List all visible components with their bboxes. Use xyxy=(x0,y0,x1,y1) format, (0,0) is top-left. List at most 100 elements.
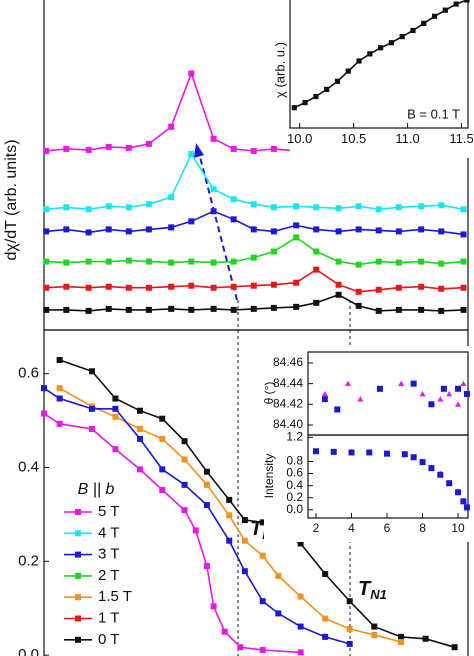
y-axis-label: θ (°) xyxy=(262,382,276,405)
y-axis-label: Intensity xyxy=(262,454,276,499)
data-point xyxy=(159,487,166,494)
data-point xyxy=(125,284,132,291)
data-point xyxy=(376,385,383,392)
data-point xyxy=(410,454,417,461)
data-point xyxy=(357,396,364,402)
data-point xyxy=(226,496,233,503)
data-point xyxy=(259,598,266,605)
legend-marker xyxy=(75,615,81,622)
data-point xyxy=(125,204,132,211)
data-point xyxy=(230,196,237,203)
data-point xyxy=(112,405,119,412)
data-point xyxy=(355,288,362,295)
data-point xyxy=(145,140,152,147)
arrow-head xyxy=(194,143,204,158)
data-point xyxy=(312,448,319,455)
data-point xyxy=(455,489,462,496)
data-point xyxy=(438,260,445,267)
data-point xyxy=(168,224,175,231)
data-point xyxy=(438,307,445,314)
data-point xyxy=(85,284,92,291)
data-point xyxy=(85,229,92,236)
data-point xyxy=(418,226,425,233)
inset-background xyxy=(264,346,470,542)
data-point xyxy=(105,226,112,233)
data-point xyxy=(188,218,195,225)
data-point xyxy=(321,396,328,403)
data-point xyxy=(105,283,112,290)
data-point xyxy=(375,206,382,213)
data-point xyxy=(145,284,152,291)
series-line xyxy=(59,359,455,648)
data-point xyxy=(438,285,445,292)
data-point xyxy=(63,259,70,266)
data-point xyxy=(230,145,237,152)
x-tick-label: 6 xyxy=(384,521,391,535)
data-point xyxy=(43,147,50,154)
data-point xyxy=(460,284,467,291)
data-point xyxy=(270,281,277,288)
data-point xyxy=(453,1,459,7)
data-point xyxy=(371,623,378,630)
data-point xyxy=(446,390,453,397)
data-point xyxy=(438,228,445,235)
data-point xyxy=(334,406,341,413)
x-tick-label: 11.0 xyxy=(395,131,419,146)
data-point xyxy=(203,481,210,488)
data-point xyxy=(188,70,195,77)
data-point xyxy=(451,644,458,651)
data-point xyxy=(250,282,257,289)
data-point xyxy=(41,410,47,417)
data-point xyxy=(335,228,342,235)
data-point xyxy=(145,306,152,313)
data-point xyxy=(270,304,277,311)
data-point xyxy=(125,257,132,264)
data-point xyxy=(334,78,341,84)
data-point xyxy=(210,603,217,610)
data-point xyxy=(85,258,92,265)
legend-label: 2 T xyxy=(98,567,119,584)
data-point xyxy=(355,261,362,268)
legend-marker xyxy=(75,509,81,515)
data-point xyxy=(159,466,166,473)
data-point xyxy=(388,40,395,46)
y-tick-label: 0.6 xyxy=(286,466,303,480)
data-point xyxy=(88,426,95,433)
y-tick-label: 0.2 xyxy=(18,552,39,569)
data-point xyxy=(421,20,427,26)
data-point xyxy=(297,649,304,656)
data-point xyxy=(56,395,63,402)
data-point xyxy=(431,13,438,19)
data-point xyxy=(378,45,384,51)
data-point xyxy=(210,259,217,266)
data-point xyxy=(463,390,470,397)
data-point xyxy=(322,615,329,622)
data-point xyxy=(460,258,467,265)
data-point xyxy=(43,206,50,213)
data-point xyxy=(313,226,320,233)
data-point xyxy=(210,208,217,215)
x-tick-label: 10 xyxy=(451,521,465,535)
data-point xyxy=(375,307,382,314)
data-point xyxy=(375,286,382,293)
y-tick-label: 1.2 xyxy=(286,430,303,444)
data-point xyxy=(335,258,342,265)
data-point xyxy=(346,640,353,647)
data-point xyxy=(230,258,237,265)
data-point xyxy=(356,58,362,64)
data-point xyxy=(355,302,362,309)
data-point xyxy=(105,258,112,265)
data-point xyxy=(168,283,175,290)
data-point xyxy=(395,228,402,235)
data-point xyxy=(442,7,448,13)
data-point xyxy=(159,415,166,422)
data-point xyxy=(43,228,50,235)
data-point xyxy=(210,284,217,291)
legend-label: 0 T xyxy=(98,631,119,648)
data-point xyxy=(168,259,175,266)
data-point xyxy=(419,459,426,466)
data-point xyxy=(460,498,467,505)
legend-label: 3 T xyxy=(98,546,119,563)
data-point xyxy=(230,306,237,313)
data-point xyxy=(297,623,304,630)
